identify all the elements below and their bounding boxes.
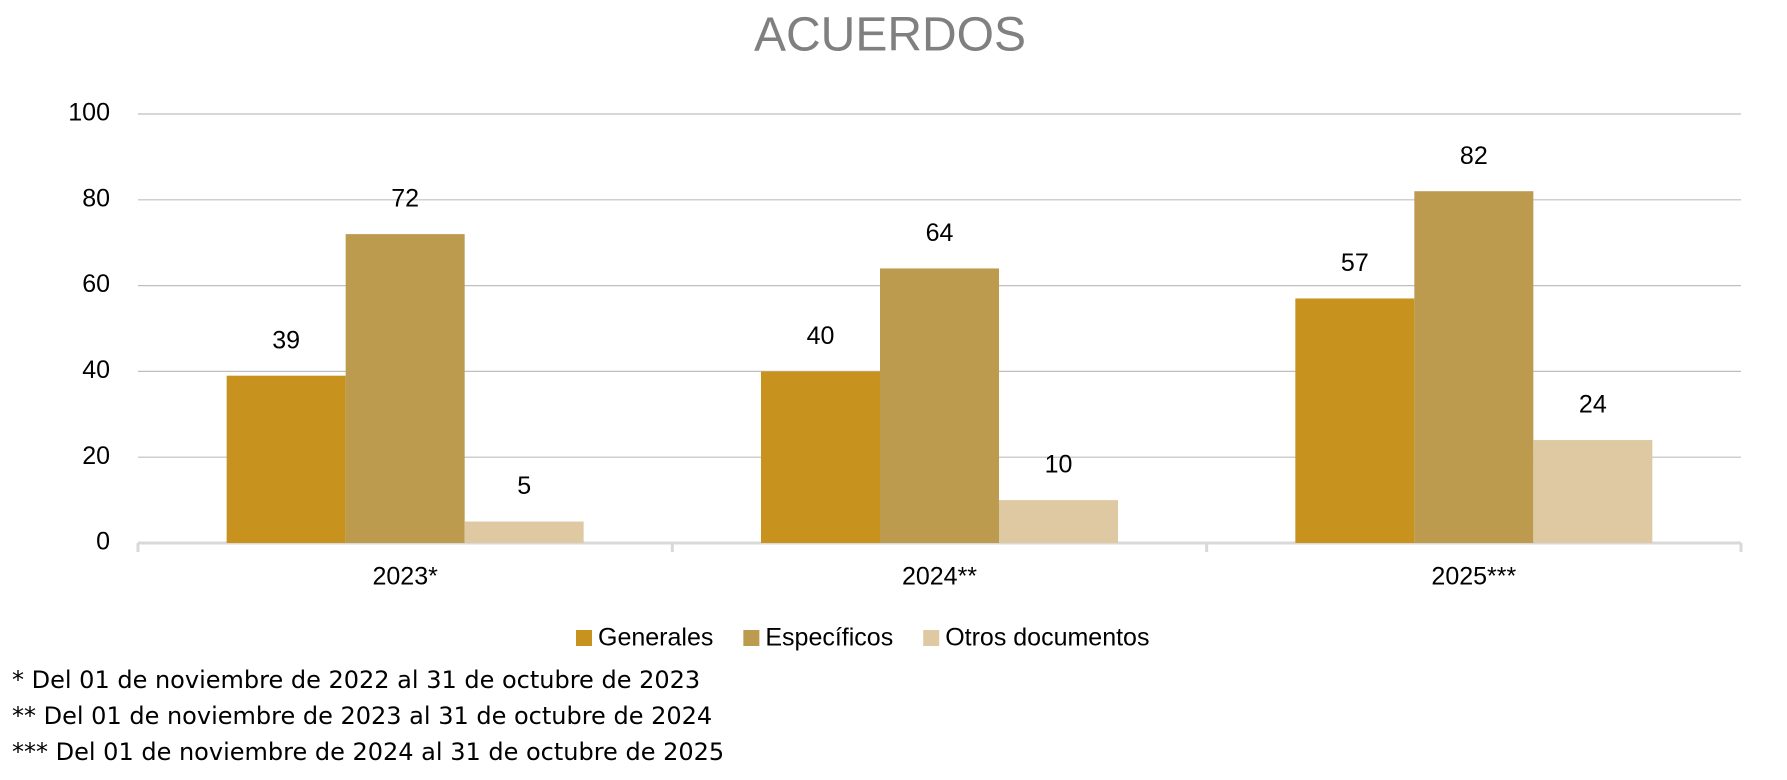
footnote: ** Del 01 de noviembre de 2023 al 31 de …: [12, 702, 712, 730]
data-label: 40: [807, 322, 835, 350]
data-label: 10: [1045, 451, 1073, 479]
y-tick-label: 100: [68, 99, 110, 127]
data-label: 82: [1460, 142, 1488, 170]
y-tick-label: 60: [82, 270, 110, 298]
x-tick-label: 2024**: [902, 563, 977, 591]
footnote: * Del 01 de noviembre de 2022 al 31 de o…: [12, 666, 700, 694]
bar: [1533, 440, 1653, 543]
y-tick-label: 20: [82, 442, 110, 470]
data-label: 64: [926, 219, 954, 247]
data-label: 57: [1341, 249, 1369, 277]
y-tick-label: 40: [82, 356, 110, 384]
bar: [880, 268, 999, 543]
legend-swatch: [743, 630, 760, 646]
bar: [345, 234, 465, 543]
legend-swatch: [576, 630, 592, 646]
data-label: 72: [391, 185, 419, 213]
bar: [1414, 191, 1534, 543]
bar: [464, 521, 584, 543]
data-label: 39: [272, 326, 300, 354]
bar: [226, 375, 346, 543]
data-label: 5: [517, 472, 531, 500]
legend-swatch: [923, 630, 940, 646]
chart-title: ACUERDOS: [754, 9, 1026, 62]
bar: [1295, 298, 1415, 543]
data-label: 24: [1579, 391, 1607, 419]
x-tick-label: 2025***: [1431, 563, 1516, 591]
footnote: *** Del 01 de noviembre de 2024 al 31 de…: [12, 738, 724, 766]
bar: [761, 371, 880, 543]
bar: [999, 500, 1118, 543]
y-tick-label: 80: [82, 184, 110, 212]
y-tick-label: 0: [96, 528, 110, 556]
legend-label: Generales: [598, 624, 713, 652]
x-tick-label: 2023*: [372, 563, 438, 591]
legend-label: Específicos: [765, 624, 893, 652]
legend-label: Otros documentos: [945, 624, 1149, 652]
